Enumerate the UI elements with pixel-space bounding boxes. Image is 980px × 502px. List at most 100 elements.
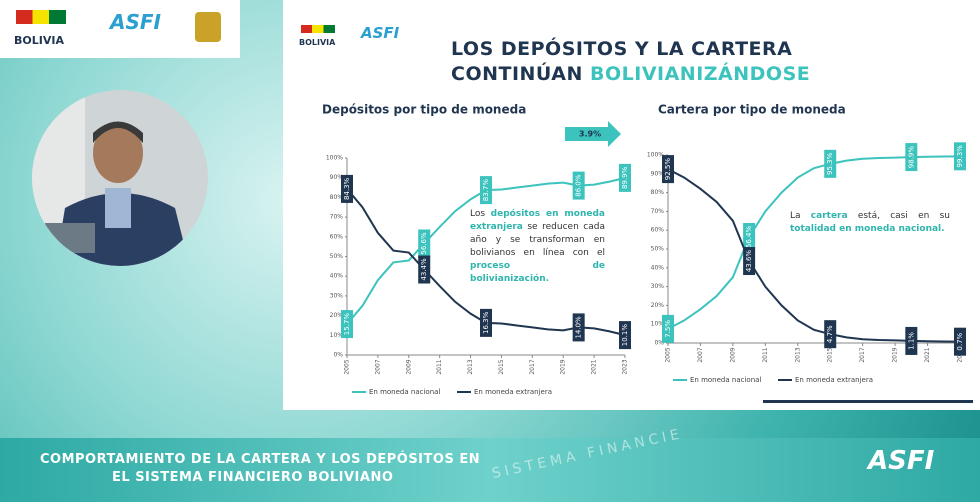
value-label-box [905, 326, 918, 355]
value-label-text: 86.0% [575, 174, 583, 197]
value-label: 0.7% [954, 327, 966, 356]
value-label-box [418, 229, 431, 258]
footer-title: COMPORTAMIENTO DE LA CARTERA Y LOS DEPÓS… [40, 452, 481, 467]
value-label-text: 84.3% [343, 177, 351, 200]
x-tick-label: 2021 [924, 347, 931, 362]
value-label-box [572, 171, 585, 200]
y-tick-label: 0% [654, 340, 664, 347]
annotation-text: totalidad en moneda nacional. [790, 224, 945, 234]
footer-band: COMPORTAMIENTO DE LA CARTERA Y LOS DEPÓS… [0, 426, 980, 502]
top-logo-box: BOLIVIA ASFI [0, 0, 240, 58]
coat-of-arms [195, 12, 221, 42]
x-tick-label: 2009 [729, 347, 736, 362]
flag-icon [301, 25, 335, 33]
x-tick-label: 2005 [665, 347, 672, 362]
logo-country: BOLIVIA [14, 34, 64, 47]
x-tick-label: 2017 [529, 359, 536, 374]
value-label-text: 43.4% [420, 258, 428, 281]
y-tick-label: 10% [330, 332, 344, 339]
annotation-text: La [790, 211, 811, 221]
legend-label: En moneda nacional [369, 388, 440, 396]
value-label: 92.5% [662, 155, 674, 184]
value-label-text: 14.0% [575, 316, 583, 339]
slide: BOLIVIA ASFI LOS DEPÓSITOS Y LA CARTERA … [283, 0, 980, 410]
value-label: 89.9% [619, 163, 631, 192]
value-label-box [954, 142, 966, 171]
y-tick-label: 50% [330, 253, 344, 260]
value-label: 43.4% [418, 255, 431, 284]
value-label-text: 56.4% [745, 226, 753, 249]
y-tick-label: 100% [326, 155, 343, 162]
annotation-text: se reducen cada año y se transforman en … [470, 222, 605, 258]
value-label-box [824, 320, 837, 349]
value-label-text: 83.7% [482, 179, 490, 202]
value-label: 43.6% [743, 247, 756, 276]
y-tick-label: 10% [651, 321, 665, 328]
x-tick-label: 2013 [794, 347, 801, 362]
x-tick-label: 2005 [344, 359, 351, 374]
value-label-text: 7.5% [664, 320, 672, 338]
annotation-text: proceso de bolivianización. [470, 261, 605, 284]
value-label-text: 89.9% [621, 166, 629, 189]
value-label-box [619, 321, 631, 350]
value-label-text: 15.7% [343, 313, 351, 336]
annotation-text: cartera [810, 211, 848, 221]
title-line: CONTINÚAN [451, 63, 583, 85]
value-label-text: 0.7% [956, 332, 964, 350]
y-tick-label: 90% [651, 170, 665, 177]
y-tick-label: 80% [330, 194, 344, 201]
flag-icon [16, 10, 66, 24]
value-label-text: 98.9% [907, 146, 915, 169]
value-label: 83.7% [480, 176, 492, 205]
footer-title: EL SISTEMA FINANCIERO BOLIVIANO [112, 470, 394, 485]
value-label: 7.5% [662, 314, 674, 343]
slide-logo-country: BOLIVIA [299, 38, 336, 47]
value-label-box [905, 143, 918, 172]
y-tick-label: 100% [647, 152, 664, 159]
x-tick-label: 2013 [467, 359, 474, 374]
x-tick-label: 2011 [436, 359, 443, 374]
series-line [667, 155, 961, 330]
series-line [667, 168, 961, 343]
y-tick-label: 20% [651, 302, 665, 309]
arrow [565, 121, 621, 147]
value-label: 1.1% [905, 326, 918, 355]
value-label: 15.7% [341, 310, 353, 339]
value-label-text: 43.6% [745, 250, 753, 273]
slide-footer-bar [763, 400, 973, 403]
value-label: 56.6% [418, 229, 431, 258]
annotation: La cartera está, casi en su totalidad en… [790, 210, 950, 236]
x-tick-label: 2007 [374, 359, 381, 374]
value-label-text: 10.1% [621, 324, 629, 347]
slide-title: LOS DEPÓSITOS Y LA CARTERA [451, 38, 792, 60]
value-label-box [743, 247, 756, 276]
y-tick-label: 60% [330, 233, 344, 240]
y-tick-label: 40% [651, 264, 665, 271]
value-label-box [572, 313, 585, 342]
legend-label: En moneda nacional [690, 376, 761, 384]
value-label-box [824, 149, 837, 178]
y-tick-label: 90% [330, 174, 344, 181]
value-label-text: 56.6% [420, 232, 428, 255]
logo-agency: ASFI [110, 10, 161, 34]
value-label-box [662, 155, 674, 184]
value-label-box [480, 176, 492, 205]
x-tick-label: 2015 [498, 359, 505, 374]
y-tick-label: 60% [651, 227, 665, 234]
chart-title: Depósitos por tipo de moneda [322, 103, 526, 117]
y-tick-label: 30% [330, 292, 344, 299]
value-label: 98.9% [905, 143, 918, 172]
x-tick-label: 2011 [762, 347, 769, 362]
x-tick-label: 2021 [591, 359, 598, 374]
annotation: Los depósitos en moneda extranjera se re… [470, 208, 605, 286]
y-tick-label: 30% [651, 283, 665, 290]
value-label: 16.3% [480, 308, 492, 337]
value-label-box [743, 222, 756, 251]
value-label-text: 92.5% [664, 158, 672, 181]
annotation-text: está, casi en su [847, 211, 950, 221]
value-label: 84.3% [341, 174, 353, 203]
value-label: 10.1% [619, 321, 631, 350]
value-label-box [341, 310, 353, 339]
